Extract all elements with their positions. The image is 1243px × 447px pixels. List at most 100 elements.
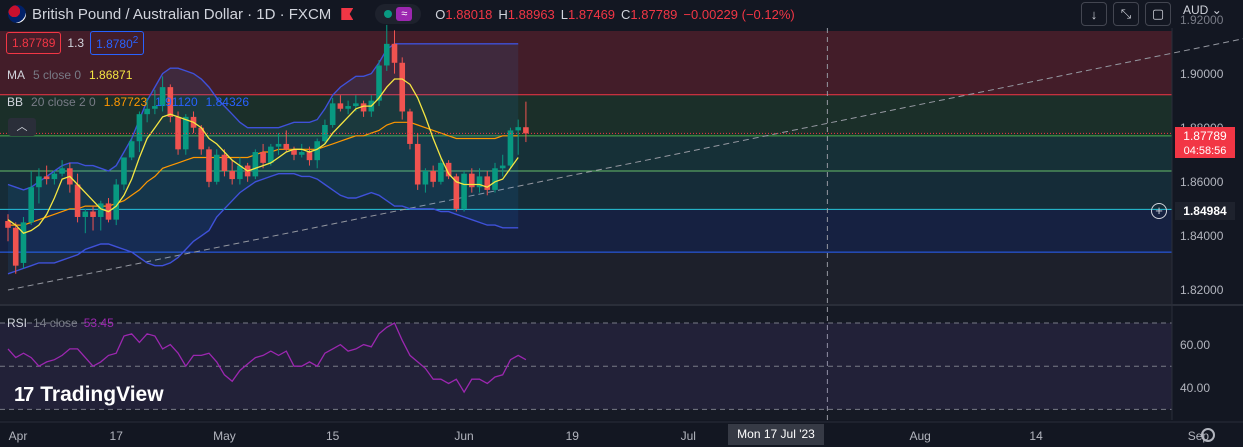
candle (422, 168, 429, 193)
candle-body (175, 116, 181, 150)
sell-price-button[interactable]: 1.87789 (6, 32, 62, 54)
tradingview-logo[interactable]: 17 TradingView (14, 383, 164, 407)
scroll-to-end-button[interactable]: ↓ (1081, 2, 1107, 26)
candle (515, 119, 521, 155)
candle (198, 124, 205, 155)
candle (90, 206, 96, 231)
level-zone (0, 94, 1172, 136)
bb-legend[interactable]: BB 20 close 2 0 1.87723 1.91120 1.84326 (7, 95, 249, 109)
candle-body (167, 87, 174, 117)
open-label: O (435, 6, 446, 22)
candle-body (345, 106, 351, 109)
flag-marker-icon[interactable] (341, 8, 354, 20)
chart-header: British Pound / Australian Dollar · 1D ·… (0, 0, 795, 28)
candle (438, 157, 444, 185)
bb-upper-value: 1.91120 (155, 95, 198, 109)
collapse-legend-button[interactable]: ︿ (8, 118, 36, 136)
plus-icon[interactable]: + (1151, 203, 1167, 219)
candle (268, 143, 274, 166)
candle (182, 114, 189, 155)
candle (469, 168, 475, 193)
candle-body (476, 176, 483, 188)
candle-body (206, 149, 212, 182)
candle-body (36, 176, 42, 188)
ma-params: 5 close 0 (33, 68, 82, 82)
candle-body (438, 162, 444, 182)
time-axis-label: 14 (1029, 429, 1043, 443)
high-label: H (498, 6, 508, 22)
candle-body (159, 87, 166, 107)
candle (12, 222, 19, 274)
candle-body (329, 103, 336, 125)
buy-price-button[interactable]: 1.87802 (90, 31, 145, 55)
candle-body (237, 165, 243, 180)
candle-body (12, 227, 19, 266)
level-zone (0, 252, 1172, 305)
candle-body (407, 111, 413, 144)
market-status-pill[interactable]: ≈ (375, 4, 422, 24)
ma-legend[interactable]: MA 5 close 0 1.86871 (7, 68, 132, 82)
candle (499, 154, 506, 177)
candle-body (507, 130, 514, 166)
candle (113, 179, 120, 226)
price-axis-label: 1.86000 (1180, 174, 1224, 189)
buy-price-value: 1.8780 (96, 37, 133, 51)
candle (237, 157, 243, 185)
time-axis-label: Aug (909, 429, 931, 443)
buy-price-pip: 2 (132, 35, 139, 46)
candle (306, 146, 313, 166)
tv-logo-icon: 17 (14, 383, 34, 406)
candle-body (144, 108, 150, 115)
chart-toolbar: ↓ ⤡ ▢ (1081, 2, 1171, 26)
gear-icon[interactable] (1201, 428, 1215, 442)
candle-body (422, 170, 429, 185)
spread-value: 1.3 (67, 36, 85, 50)
candle-body (128, 141, 135, 158)
candle (36, 168, 42, 204)
candle-body (268, 146, 274, 163)
candle-body (298, 152, 305, 155)
candle-body (97, 203, 104, 217)
candle (507, 127, 514, 169)
fullscreen-button[interactable]: ⤡ (1113, 2, 1139, 26)
wave-icon: ≈ (396, 7, 413, 21)
level-zone (0, 209, 1172, 253)
candle (167, 84, 174, 123)
time-axis-label: 15 (325, 429, 340, 443)
screenshot-button[interactable]: ▢ (1145, 2, 1171, 26)
candle-body (90, 211, 96, 217)
candle-body (453, 176, 460, 209)
candle-body (28, 187, 34, 223)
candle (360, 100, 367, 117)
candle-body (376, 65, 382, 101)
ma-name: MA (7, 68, 25, 82)
market-open-dot-icon (384, 10, 393, 18)
candle-body (469, 173, 475, 188)
candle (414, 133, 421, 190)
candle (28, 170, 34, 226)
symbol-title[interactable]: British Pound / Australian Dollar · 1D ·… (32, 5, 332, 23)
candle-body (198, 127, 205, 150)
candle (484, 170, 491, 196)
level-zone (0, 170, 1172, 210)
candle-body (314, 141, 320, 161)
currency-label: AUD (1183, 3, 1209, 17)
candle-body (59, 168, 65, 174)
low-label: L (560, 6, 569, 22)
candle-body (492, 168, 498, 190)
candle-body (121, 157, 127, 185)
high-value: 1.88963 (507, 6, 555, 22)
price-axis-label: 1.90000 (1180, 66, 1224, 81)
candle-body (252, 152, 259, 177)
candle-body (414, 143, 421, 185)
candle (453, 173, 460, 212)
candle (461, 170, 467, 212)
currency-selector[interactable]: AUD ⌄ (1183, 3, 1222, 17)
candle-body (360, 103, 367, 112)
candle-body (152, 106, 158, 109)
bb-name: BB (7, 95, 24, 109)
candle-body (20, 222, 27, 263)
candle-body (306, 152, 313, 161)
rsi-legend[interactable]: RSI 14 close 53.45 (7, 316, 114, 330)
